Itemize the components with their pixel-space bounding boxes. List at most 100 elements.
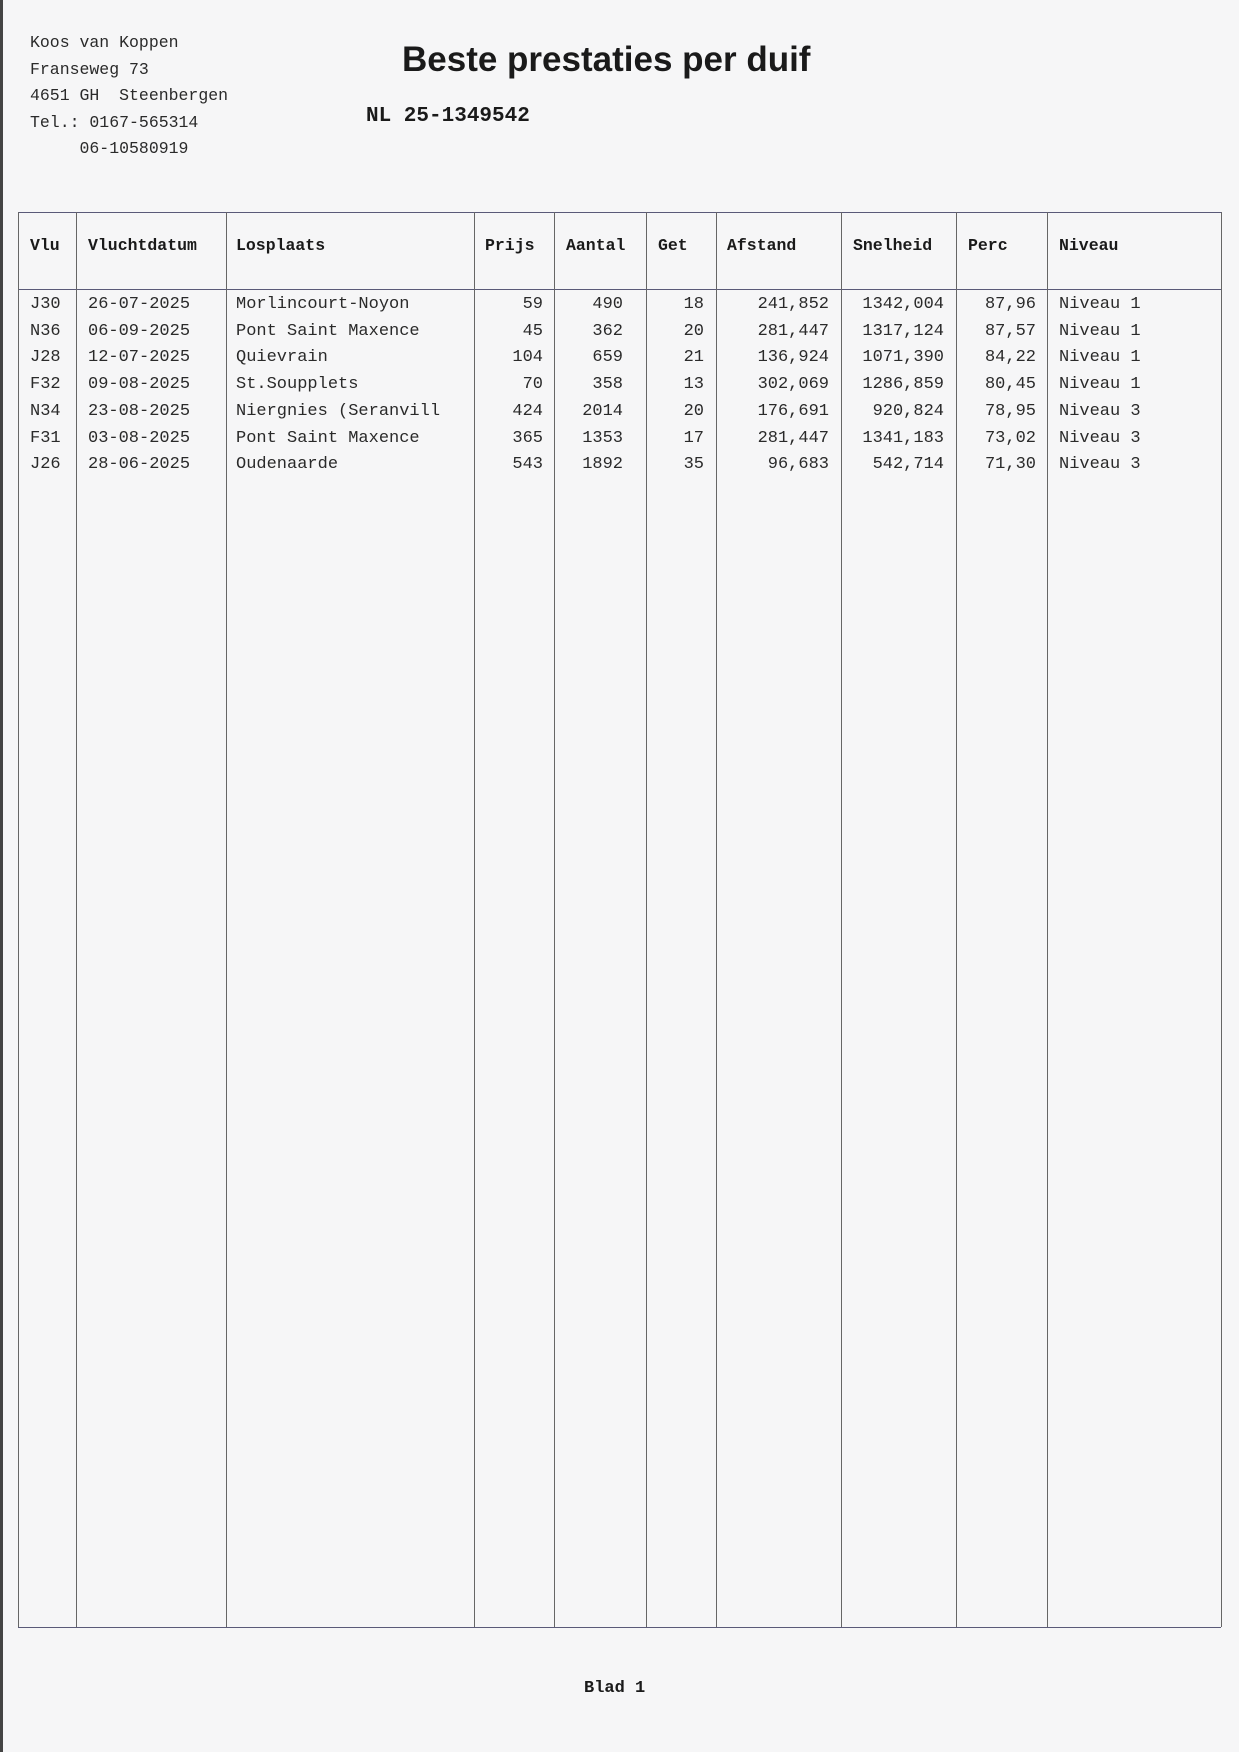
header-niveau: Niveau — [1059, 236, 1119, 255]
cell-perc: 80,45 — [984, 375, 1036, 395]
cell-afstand: 136,924 — [757, 348, 829, 368]
cell-niveau: Niveau 3 — [1059, 401, 1141, 421]
column-divider — [646, 212, 647, 1627]
cell-perc: 87,96 — [984, 295, 1036, 314]
column-divider — [474, 212, 475, 1627]
cell-losplaats: Morlincourt-Noyon — [236, 295, 410, 314]
column-divider — [716, 212, 717, 1627]
cell-vluchtdatum: 26-07-2025 — [88, 295, 191, 314]
cell-snelheid: 1071,390 — [862, 348, 944, 368]
cell-aantal: 1892 — [582, 455, 623, 475]
cell-vluchtdatum: 06-09-2025 — [88, 321, 191, 341]
cell-niveau: Niveau 3 — [1059, 428, 1141, 448]
cell-prijs: 365 — [512, 428, 543, 448]
cell-perc: 73,02 — [984, 428, 1036, 448]
cell-aantal: 490 — [592, 295, 623, 314]
cell-get: 20 — [683, 321, 704, 341]
cell-perc: 71,30 — [984, 455, 1036, 475]
table-top-border — [18, 212, 1221, 213]
cell-prijs: 70 — [522, 375, 543, 395]
cell-vluchtdatum: 28-06-2025 — [88, 455, 191, 475]
cell-vlu: F31 — [30, 428, 61, 448]
cell-vluchtdatum: 12-07-2025 — [88, 348, 191, 368]
cell-afstand: 302,069 — [757, 375, 829, 395]
scan-edge — [0, 0, 3, 1752]
cell-aantal: 2014 — [582, 401, 623, 421]
cell-aantal: 659 — [592, 348, 623, 368]
column-divider — [76, 212, 77, 1627]
cell-afstand: 176,691 — [757, 401, 829, 421]
cell-snelheid: 920,824 — [872, 401, 944, 421]
cell-get: 35 — [683, 455, 704, 475]
header-prijs: Prijs — [485, 236, 535, 255]
cell-prijs: 104 — [512, 348, 543, 368]
cell-snelheid: 1342,004 — [862, 295, 944, 314]
cell-perc: 78,95 — [984, 401, 1036, 421]
cell-losplaats: Quievrain — [236, 348, 328, 368]
cell-vlu: N34 — [30, 401, 61, 421]
cell-losplaats: Pont Saint Maxence — [236, 428, 420, 448]
cell-prijs: 424 — [512, 401, 543, 421]
cell-perc: 87,57 — [984, 321, 1036, 341]
header-losplaats: Losplaats — [236, 236, 326, 255]
column-divider — [18, 212, 19, 1627]
header-perc: Perc — [968, 236, 1008, 255]
owner-phone: Tel.: 0167-565314 — [30, 112, 199, 132]
cell-get: 18 — [683, 295, 704, 314]
column-divider — [956, 212, 957, 1627]
column-divider — [554, 212, 555, 1627]
header-snelheid: Snelheid — [853, 236, 933, 255]
column-divider — [1047, 212, 1048, 1627]
cell-afstand: 241,852 — [757, 295, 829, 314]
cell-get: 21 — [683, 348, 704, 368]
cell-aantal: 358 — [592, 375, 623, 395]
cell-vlu: N36 — [30, 321, 61, 341]
column-divider — [1221, 212, 1222, 1627]
header-vlu: Vlu — [30, 236, 60, 255]
cell-afstand: 96,683 — [767, 455, 829, 475]
cell-niveau: Niveau 3 — [1059, 455, 1141, 475]
cell-losplaats: St.Soupplets — [236, 375, 359, 395]
cell-snelheid: 1341,183 — [862, 428, 944, 448]
cell-vluchtdatum: 23-08-2025 — [88, 401, 191, 421]
cell-vluchtdatum: 03-08-2025 — [88, 428, 191, 448]
header-vluchtdatum: Vluchtdatum — [88, 236, 197, 255]
cell-losplaats: Oudenaarde — [236, 455, 339, 475]
page-number: Blad 1 — [584, 1679, 646, 1698]
cell-niveau: Niveau 1 — [1059, 375, 1141, 395]
cell-snelheid: 542,714 — [872, 455, 944, 475]
cell-niveau: Niveau 1 — [1059, 295, 1141, 314]
column-divider — [226, 212, 227, 1627]
ring-number: NL 25-1349542 — [366, 105, 530, 128]
cell-vlu: J28 — [30, 348, 61, 368]
owner-city: 4651 GH Steenbergen — [30, 86, 229, 105]
owner-street: Franseweg 73 — [30, 59, 149, 79]
cell-get: 13 — [683, 375, 704, 395]
header-divider — [18, 289, 1221, 290]
cell-get: 17 — [683, 428, 704, 448]
cell-losplaats: Pont Saint Maxence — [236, 321, 420, 341]
owner-name: Koos van Koppen — [30, 33, 179, 52]
column-divider — [841, 212, 842, 1627]
cell-perc: 84,22 — [984, 348, 1036, 368]
cell-vlu: J30 — [30, 295, 61, 314]
cell-vlu: F32 — [30, 375, 61, 395]
cell-prijs: 45 — [522, 321, 543, 341]
cell-snelheid: 1317,124 — [862, 321, 944, 341]
header-get: Get — [658, 236, 688, 255]
cell-afstand: 281,447 — [757, 428, 829, 448]
cell-afstand: 281,447 — [757, 321, 829, 341]
cell-vluchtdatum: 09-08-2025 — [88, 375, 191, 395]
cell-prijs: 543 — [512, 455, 543, 475]
table-bottom-border — [18, 1627, 1221, 1628]
cell-aantal: 1353 — [582, 428, 623, 448]
cell-prijs: 59 — [522, 295, 543, 314]
cell-niveau: Niveau 1 — [1059, 321, 1141, 341]
owner-address: Koos van Koppen Franseweg 73 4651 GH Steen… — [30, 30, 228, 163]
cell-get: 20 — [683, 401, 704, 421]
page-title: Beste prestaties per duif — [402, 40, 811, 79]
cell-aantal: 362 — [592, 321, 623, 341]
cell-snelheid: 1286,859 — [862, 375, 944, 395]
header-aantal: Aantal — [566, 236, 626, 255]
cell-niveau: Niveau 1 — [1059, 348, 1141, 368]
